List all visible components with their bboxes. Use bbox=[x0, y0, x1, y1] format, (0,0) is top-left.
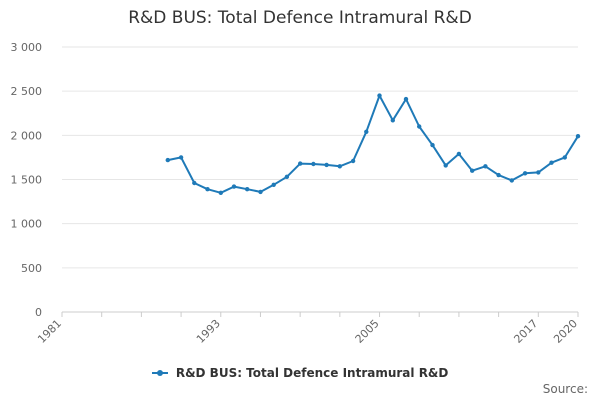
legend-label: R&D BUS: Total Defence Intramural R&D bbox=[175, 366, 449, 380]
data-point[interactable] bbox=[258, 189, 263, 195]
data-point[interactable] bbox=[562, 155, 567, 160]
x-axis-ticks: 1981 1993 2005 2017 2020 bbox=[35, 317, 580, 346]
x-tick-label: 1993 bbox=[194, 317, 223, 346]
y-axis-ticks: 0 500 1 000 1 500 2 000 2 500 3 000 bbox=[11, 41, 43, 319]
y-tick-label: 3 000 bbox=[11, 41, 43, 54]
data-point[interactable] bbox=[470, 168, 475, 173]
data-point[interactable] bbox=[284, 174, 290, 179]
data-point[interactable] bbox=[509, 178, 514, 183]
x-tick-label: 2020 bbox=[551, 317, 580, 346]
x-axis bbox=[61, 311, 579, 317]
data-point[interactable] bbox=[496, 172, 501, 178]
data-point[interactable] bbox=[430, 142, 435, 148]
grid-lines bbox=[62, 46, 578, 269]
legend[interactable]: R&D BUS: Total Defence Intramural R&D bbox=[0, 366, 600, 380]
x-tick-label: 2005 bbox=[353, 317, 382, 346]
data-point[interactable] bbox=[536, 170, 541, 175]
data-point[interactable] bbox=[311, 161, 316, 167]
series-layer bbox=[165, 93, 581, 195]
data-point[interactable] bbox=[178, 155, 184, 160]
data-point[interactable] bbox=[165, 157, 170, 163]
y-tick-label: 1 500 bbox=[11, 174, 43, 187]
data-point[interactable] bbox=[245, 187, 250, 192]
data-point[interactable] bbox=[443, 163, 448, 168]
data-point[interactable] bbox=[205, 187, 210, 192]
data-point[interactable] bbox=[231, 184, 237, 189]
data-point[interactable] bbox=[483, 164, 488, 169]
data-point[interactable] bbox=[456, 151, 462, 157]
legend-swatch-icon bbox=[151, 369, 168, 376]
y-tick-label: 500 bbox=[21, 262, 42, 275]
data-point[interactable] bbox=[350, 158, 356, 164]
data-point[interactable] bbox=[549, 160, 554, 165]
data-point[interactable] bbox=[192, 180, 197, 186]
data-point[interactable] bbox=[575, 134, 581, 139]
data-point[interactable] bbox=[298, 161, 303, 166]
y-tick-label: 1 000 bbox=[11, 218, 43, 231]
chart-title: R&D BUS: Total Defence Intramural R&D bbox=[128, 8, 472, 28]
series-line bbox=[167, 94, 579, 194]
data-point[interactable] bbox=[390, 118, 395, 123]
data-point[interactable] bbox=[522, 171, 528, 176]
data-point[interactable] bbox=[417, 124, 422, 129]
source-label: Source: bbox=[542, 382, 588, 396]
y-tick-label: 2 500 bbox=[11, 85, 43, 98]
x-tick-label: 1981 bbox=[35, 317, 64, 346]
data-point[interactable] bbox=[364, 129, 369, 134]
data-point[interactable] bbox=[271, 182, 276, 187]
data-point[interactable] bbox=[377, 93, 382, 98]
x-tick-label: 2017 bbox=[511, 317, 540, 346]
y-tick-label: 0 bbox=[35, 306, 42, 319]
data-point[interactable] bbox=[403, 96, 409, 102]
data-point[interactable] bbox=[324, 162, 329, 168]
y-tick-label: 2 000 bbox=[11, 129, 43, 142]
data-point[interactable] bbox=[218, 190, 223, 195]
data-point[interactable] bbox=[337, 164, 342, 169]
